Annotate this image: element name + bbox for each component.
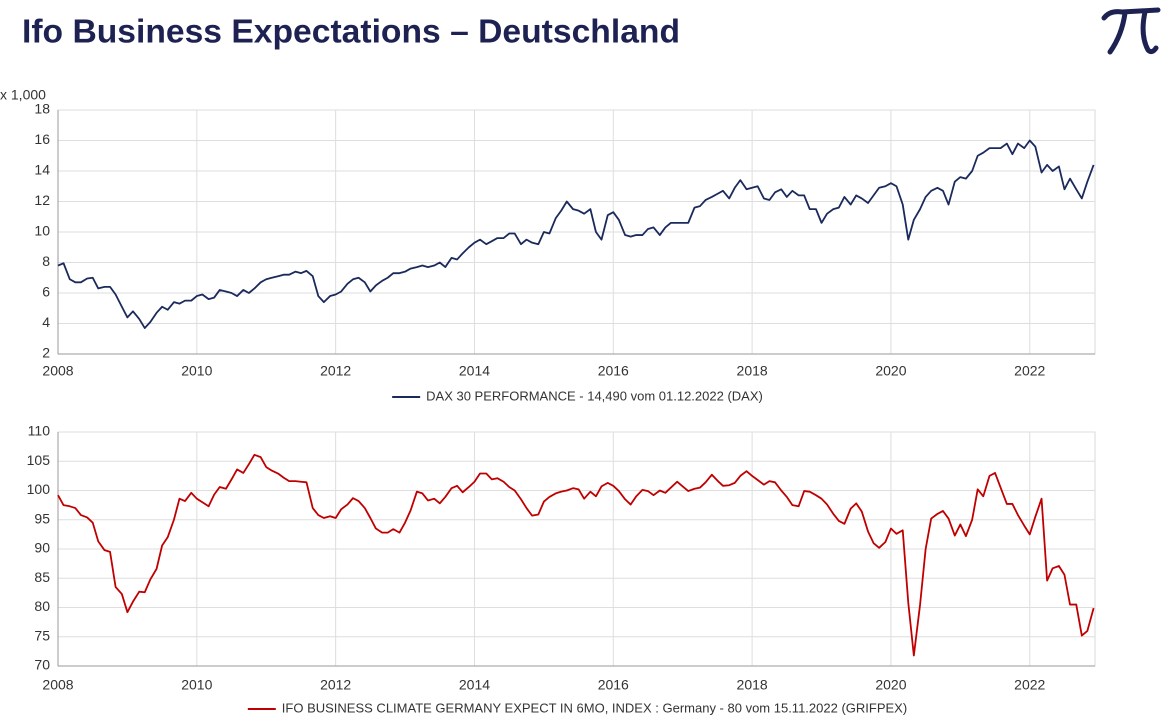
legend-label: IFO BUSINESS CLIMATE GERMANY EXPECT IN 6… [282, 700, 907, 715]
y-axis-label: x 1,000 [0, 87, 46, 103]
x-tick-label: 2014 [459, 363, 490, 379]
y-tick-label: 14 [34, 162, 50, 178]
y-tick-label: 6 [42, 284, 50, 300]
y-tick-label: 12 [34, 192, 50, 208]
y-tick-label: 85 [34, 569, 50, 585]
page-title: Ifo Business Expectations – Deutschland [22, 13, 680, 50]
x-tick-label: 2012 [320, 363, 351, 379]
x-tick-label: 2022 [1014, 363, 1045, 379]
x-tick-label: 2020 [875, 677, 906, 693]
y-tick-label: 100 [27, 481, 51, 497]
y-tick-label: 105 [27, 452, 51, 468]
x-tick-label: 2016 [598, 677, 629, 693]
y-tick-label: 95 [34, 510, 50, 526]
x-tick-label: 2010 [181, 677, 212, 693]
y-tick-label: 16 [34, 131, 50, 147]
x-tick-label: 2018 [737, 363, 768, 379]
y-tick-label: 110 [28, 423, 51, 439]
x-tick-label: 2014 [459, 677, 490, 693]
y-tick-label: 90 [34, 540, 50, 556]
y-tick-label: 4 [42, 314, 50, 330]
x-tick-label: 2010 [181, 363, 212, 379]
series-line [57, 453, 1095, 657]
x-tick-label: 2008 [42, 677, 73, 693]
y-tick-label: 2 [42, 345, 50, 361]
legend-label: DAX 30 PERFORMANCE - 14,490 vom 01.12.20… [426, 388, 763, 403]
x-tick-label: 2022 [1014, 677, 1045, 693]
y-tick-label: 70 [34, 657, 50, 673]
y-tick-label: 80 [34, 598, 50, 614]
y-tick-label: 8 [42, 253, 50, 269]
x-tick-label: 2008 [42, 363, 73, 379]
y-tick-label: 10 [34, 223, 50, 239]
x-tick-label: 2016 [598, 363, 629, 379]
logo [1101, 7, 1161, 55]
y-tick-label: 75 [34, 627, 50, 643]
series-line [57, 139, 1095, 329]
x-tick-label: 2012 [320, 677, 351, 693]
x-tick-label: 2020 [875, 363, 906, 379]
x-tick-label: 2018 [737, 677, 768, 693]
y-tick-label: 18 [34, 101, 50, 117]
